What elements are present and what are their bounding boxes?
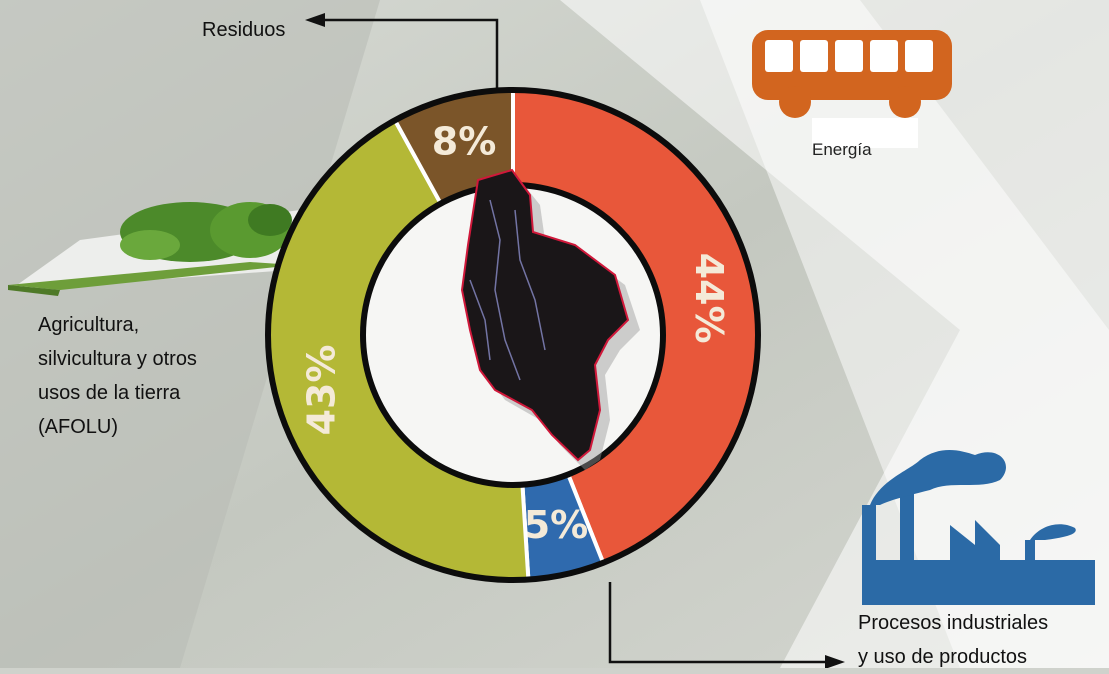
colombia-map bbox=[460, 168, 630, 462]
value-label: 44% bbox=[687, 253, 731, 344]
arrow-head bbox=[305, 13, 325, 27]
arrow-head bbox=[825, 655, 845, 668]
legend-label: Agricultura, silvicultura y otros usos d… bbox=[38, 314, 197, 438]
legend-label: Residuos bbox=[202, 19, 286, 41]
legend-label: Energía bbox=[812, 140, 872, 159]
value-label: 8% bbox=[432, 120, 497, 164]
value-label: 5% bbox=[524, 503, 589, 547]
outer-ring bbox=[265, 87, 761, 583]
bus-icon bbox=[752, 30, 952, 148]
arrows bbox=[320, 18, 830, 664]
factory-icon bbox=[862, 450, 1095, 605]
value-label: 43% bbox=[299, 344, 343, 435]
map-relief bbox=[469, 199, 546, 381]
forest-icon bbox=[8, 202, 295, 296]
legend-label: Procesos industriales y uso de productos bbox=[858, 612, 1049, 668]
